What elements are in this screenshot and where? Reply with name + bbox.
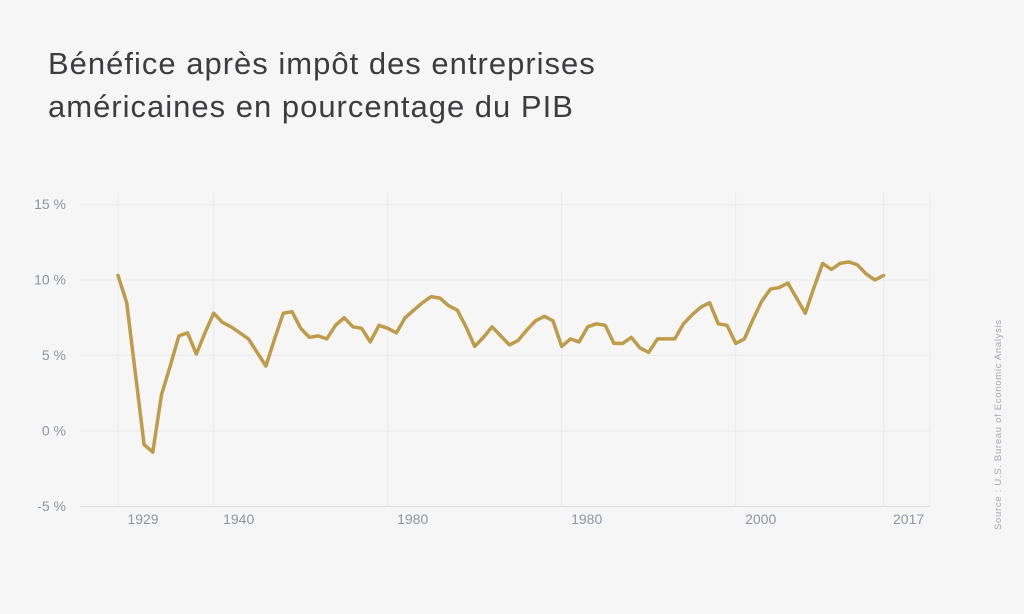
x-tick-label: 1929 <box>127 511 158 527</box>
y-tick-label: -5 % <box>37 498 66 514</box>
y-tick-label: 5 % <box>42 347 66 363</box>
x-tick-label: 2000 <box>745 511 776 527</box>
chart-title: Bénéfice après impôt des entreprises amé… <box>48 42 596 128</box>
source-note: Source : U.S. Bureau of Economic Analysi… <box>993 319 1004 530</box>
y-tick-label: 15 % <box>34 196 66 212</box>
chart-title-line2: américaines en pourcentage du PIB <box>48 89 574 124</box>
chart-title-line1: Bénéfice après impôt des entreprises <box>48 46 596 81</box>
x-tick-label: 1940 <box>223 511 254 527</box>
x-tick-label: 1980 <box>571 511 602 527</box>
y-tick-label: 0 % <box>42 423 66 439</box>
x-tick-label: 2017 <box>893 511 924 527</box>
x-tick-label: 1980 <box>397 511 428 527</box>
y-tick-label: 10 % <box>34 272 66 288</box>
profit-line <box>116 260 886 454</box>
